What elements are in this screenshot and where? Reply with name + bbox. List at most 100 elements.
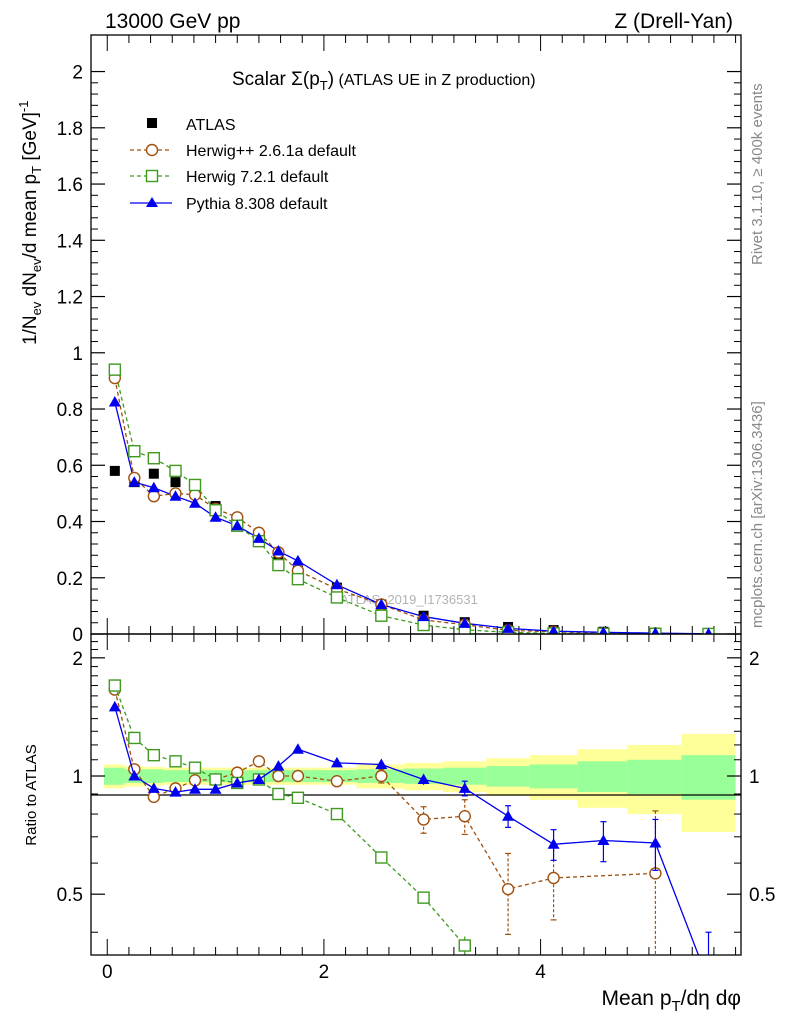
ratio-x-tick-label: 4	[535, 962, 546, 983]
main-point-herwig7	[375, 609, 388, 622]
legend-marker-herwig7	[145, 169, 159, 183]
main-point-pythia	[108, 395, 121, 407]
energy-label: 13000 GeV pp	[105, 10, 240, 33]
legend-entry-herwig7[interactable]: Herwig 7.2.1 default	[130, 169, 329, 186]
main-point-data	[109, 465, 120, 476]
band-inner-bin	[144, 769, 164, 783]
band-inner-bin	[627, 759, 682, 794]
main-point-herwig7	[330, 591, 344, 604]
ratio-y-tick-label: 2	[72, 649, 83, 670]
main-y-tick-label: 1.4	[57, 231, 84, 252]
ratio-point-pythia	[417, 773, 430, 784]
ratio-y-axis: 0.5 0.5 1 1 2 2	[57, 641, 775, 933]
ratio-point-herwigpp	[547, 871, 560, 885]
legend-label-herwigpp: Herwig++ 2.6.1a default	[186, 143, 356, 160]
main-point-herwigpp	[147, 490, 161, 503]
ratio-point-herwig7	[108, 679, 122, 692]
ratio-y-tick-label: 0.5	[57, 885, 83, 906]
main-point-pythia	[330, 578, 343, 590]
main-y-tick-label: 1.8	[57, 119, 83, 140]
ratio-point-herwig7	[330, 807, 344, 821]
ratio-x-axis: 0 2 4	[102, 634, 737, 983]
main-point-herwig7	[128, 445, 141, 458]
ratio-plot-panel: 0.5 0.5 1 1 2 2 0 2 4 Ratio to ATLAS Mean pT/dη…	[23, 633, 775, 1015]
ratio-point-pythia	[128, 770, 141, 781]
plot-title-suffix: (ATLAS UE in Z production)	[334, 72, 536, 89]
ratio-point-herwigpp	[272, 769, 285, 783]
x-axis-label-subscript: T	[672, 998, 681, 1015]
ratio-point-herwigpp	[458, 809, 471, 823]
ratio-y-tick-label: 1	[72, 767, 83, 788]
x-axis-label-main: Mean p	[601, 987, 671, 1010]
main-point-herwig7	[291, 572, 305, 586]
main-point-herwig7	[272, 558, 285, 572]
main-series-group	[108, 363, 715, 634]
main-point-herwig7	[108, 363, 122, 376]
main-point-pythia	[458, 617, 471, 628]
main-y-tick-label: 1.2	[57, 288, 83, 309]
main-point-herwig7	[417, 618, 430, 632]
legend-entry-pythia[interactable]: Pythia 8.308 default	[130, 196, 328, 213]
main-point-pythia	[417, 610, 430, 622]
ratio-point-herwig7	[272, 787, 285, 801]
ratio-point-pythia	[209, 783, 222, 794]
main-point-pythia	[128, 476, 141, 487]
ratio-y-tick-label-right: 0.5	[749, 885, 775, 906]
band-inner-bin	[308, 770, 357, 783]
analysis-watermark: ATLAS_2019_I1736531	[340, 592, 478, 607]
main-y-axis: 0 0.2 0.4 0.6 0.8 1 1.2 1.4 1.6 1.8 2	[57, 63, 741, 646]
legend-marker-atlas	[147, 118, 157, 128]
main-y-tick-label: 0	[72, 625, 83, 646]
main-y-tick-label: 0.2	[57, 569, 83, 590]
main-point-data	[170, 477, 181, 488]
legend-label-herwig7: Herwig 7.2.1 default	[186, 169, 329, 186]
main-y-tick-label: 1.6	[57, 175, 83, 196]
ratio-point-herwig7	[417, 891, 430, 904]
ratio-point-herwig7	[375, 851, 388, 864]
ratio-point-pythia	[169, 786, 182, 797]
main-point-pythia	[189, 497, 201, 508]
ratio-point-pythia	[108, 700, 121, 712]
legend-label-pythia: Pythia 8.308 default	[186, 196, 328, 213]
ratio-x-tick-label: 0	[102, 962, 113, 983]
main-y-tick-label: 2	[72, 63, 83, 84]
ratio-series-group	[108, 679, 712, 955]
band-inner-bin	[163, 770, 186, 783]
process-label: Z (Drell-Yan)	[614, 10, 733, 33]
band-inner-bin	[577, 761, 628, 793]
legend-marker-herwigpp	[145, 143, 159, 157]
ratio-point-pythia	[189, 783, 201, 794]
ratio-point-herwigpp	[330, 775, 344, 788]
ratio-plot-frame	[90, 633, 742, 956]
main-y-tick-label: 0.8	[57, 400, 83, 421]
ratio-y-axis-label: Ratio to ATLAS	[23, 744, 40, 845]
ratio-point-pythia	[649, 837, 662, 848]
band-inner-bin	[443, 767, 487, 785]
ratio-point-herwigpp	[417, 813, 430, 826]
ratio-point-pythia	[547, 838, 560, 849]
ratio-point-herwig7	[291, 791, 305, 805]
mcplots-reference-label: mcplots.cern.ch [arXiv:1306.3436]	[749, 401, 766, 628]
main-point-pythia	[147, 481, 160, 493]
legend-marker-pythia	[146, 197, 158, 207]
legend-entry-atlas[interactable]: ATLAS	[147, 117, 236, 134]
main-point-pythia	[375, 598, 388, 609]
main-point-data	[148, 468, 159, 479]
legend-entry-herwigpp[interactable]: Herwig++ 2.6.1a default	[130, 143, 356, 160]
ratio-point-pythia	[597, 834, 610, 846]
legend-label-atlas: ATLAS	[186, 117, 236, 134]
ratio-point-pythia	[375, 758, 388, 769]
rivet-version-label: Rivet 3.1.10, ≥ 400k events	[749, 83, 766, 265]
ratio-point-herwigpp	[501, 882, 515, 896]
x-axis-label: Mean pT/dη dφ	[601, 987, 741, 1015]
ratio-point-herwigpp	[231, 766, 244, 779]
ratio-y-tick-label-right: 1	[749, 767, 760, 788]
main-plot-panel: 0 0.2 0.4 0.6 0.8 1 1.2 1.4 1.6 1.8 2 ATLAS_2019_I…	[16, 34, 742, 646]
main-point-pythia	[651, 627, 660, 634]
main-point-pythia	[599, 626, 608, 634]
main-point-pythia	[704, 627, 713, 634]
main-point-pythia	[252, 532, 265, 543]
main-y-tick-label: 1	[72, 344, 83, 365]
main-point-pythia	[209, 511, 222, 522]
main-point-herwig7	[169, 464, 182, 478]
